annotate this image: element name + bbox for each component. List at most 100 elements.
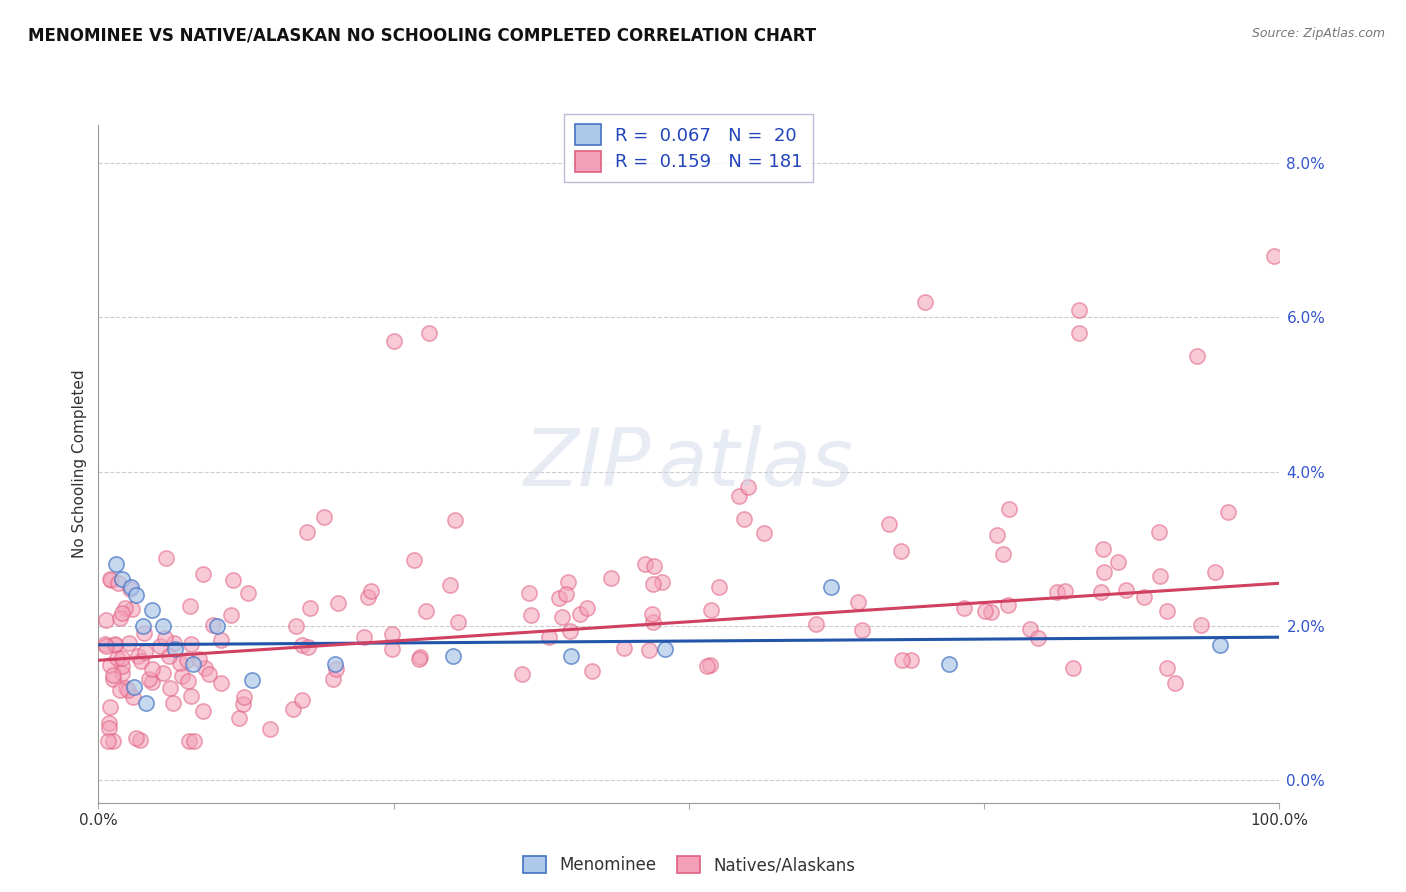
Point (222, 573, 245, 587)
Point (299, 600, 322, 615)
Point (149, 639, 172, 653)
Point (165, 641, 187, 656)
Point (105, 557, 128, 571)
Point (953, 601, 976, 615)
Point (170, 669, 193, 683)
Point (700, 603, 723, 617)
Point (121, 602, 143, 616)
Point (285, 618, 308, 632)
Point (115, 681, 138, 696)
Point (699, 657, 721, 672)
Point (986, 528, 1008, 542)
Point (103, 734, 125, 748)
Point (1132, 591, 1154, 605)
Point (938, 657, 960, 672)
Point (517, 586, 540, 600)
Point (1067, 326, 1090, 340)
Point (176, 653, 198, 667)
Point (291, 693, 314, 707)
Point (94, 613, 117, 627)
Point (259, 722, 281, 736)
Point (600, 571, 623, 585)
Point (141, 603, 163, 617)
Point (1046, 584, 1069, 599)
Point (134, 645, 156, 659)
Point (439, 578, 461, 592)
Point (638, 643, 661, 657)
Text: MENOMINEE VS NATIVE/ALASKAN NO SCHOOLING COMPLETED CORRELATION CHART: MENOMINEE VS NATIVE/ALASKAN NO SCHOOLING… (28, 27, 817, 45)
Point (135, 696, 157, 710)
Point (381, 642, 404, 657)
Point (851, 623, 873, 637)
Point (209, 632, 232, 647)
Point (1067, 302, 1090, 317)
Point (108, 611, 131, 625)
Point (510, 666, 533, 681)
Point (409, 650, 432, 665)
Point (97, 716, 120, 731)
Point (404, 553, 426, 567)
Point (193, 566, 215, 581)
Point (696, 658, 718, 673)
Point (221, 607, 243, 622)
Point (1107, 556, 1129, 570)
Point (125, 588, 148, 602)
Point (752, 525, 775, 540)
Point (155, 551, 177, 566)
Point (1062, 661, 1084, 675)
Point (551, 610, 574, 624)
Point (198, 667, 221, 681)
Point (560, 649, 582, 664)
Point (322, 673, 344, 687)
Point (105, 651, 128, 665)
Point (1026, 631, 1049, 645)
Point (94, 637, 117, 651)
Point (846, 595, 869, 609)
Point (122, 680, 145, 694)
Point (236, 586, 259, 600)
Point (129, 654, 152, 668)
Point (1156, 661, 1178, 675)
Point (581, 664, 603, 678)
Point (520, 607, 543, 622)
Point (1090, 585, 1112, 599)
Point (107, 576, 129, 591)
Point (141, 674, 163, 689)
Point (1185, 349, 1208, 363)
Point (152, 665, 174, 680)
Point (111, 606, 134, 620)
Point (183, 734, 205, 748)
Point (568, 607, 591, 621)
Point (548, 591, 571, 605)
Point (169, 656, 191, 670)
Point (138, 673, 160, 687)
Point (1115, 582, 1137, 597)
Point (121, 580, 143, 594)
Point (162, 696, 184, 710)
Point (728, 489, 751, 503)
Point (152, 618, 174, 632)
Point (108, 682, 131, 697)
Point (709, 580, 731, 594)
Point (104, 637, 127, 651)
Point (641, 577, 664, 591)
Point (111, 659, 134, 673)
Point (900, 653, 922, 667)
Point (181, 657, 204, 672)
Point (188, 652, 211, 666)
Point (101, 668, 124, 682)
Point (180, 689, 202, 703)
Point (114, 601, 136, 615)
Point (111, 665, 134, 680)
Point (193, 704, 215, 718)
Point (232, 697, 254, 711)
Point (991, 547, 1014, 561)
Point (733, 512, 755, 526)
Point (153, 631, 176, 645)
Point (1149, 569, 1171, 583)
Text: Source: ZipAtlas.com: Source: ZipAtlas.com (1251, 27, 1385, 40)
Point (356, 591, 378, 605)
Point (890, 544, 912, 558)
Point (641, 615, 664, 629)
Point (643, 558, 665, 573)
